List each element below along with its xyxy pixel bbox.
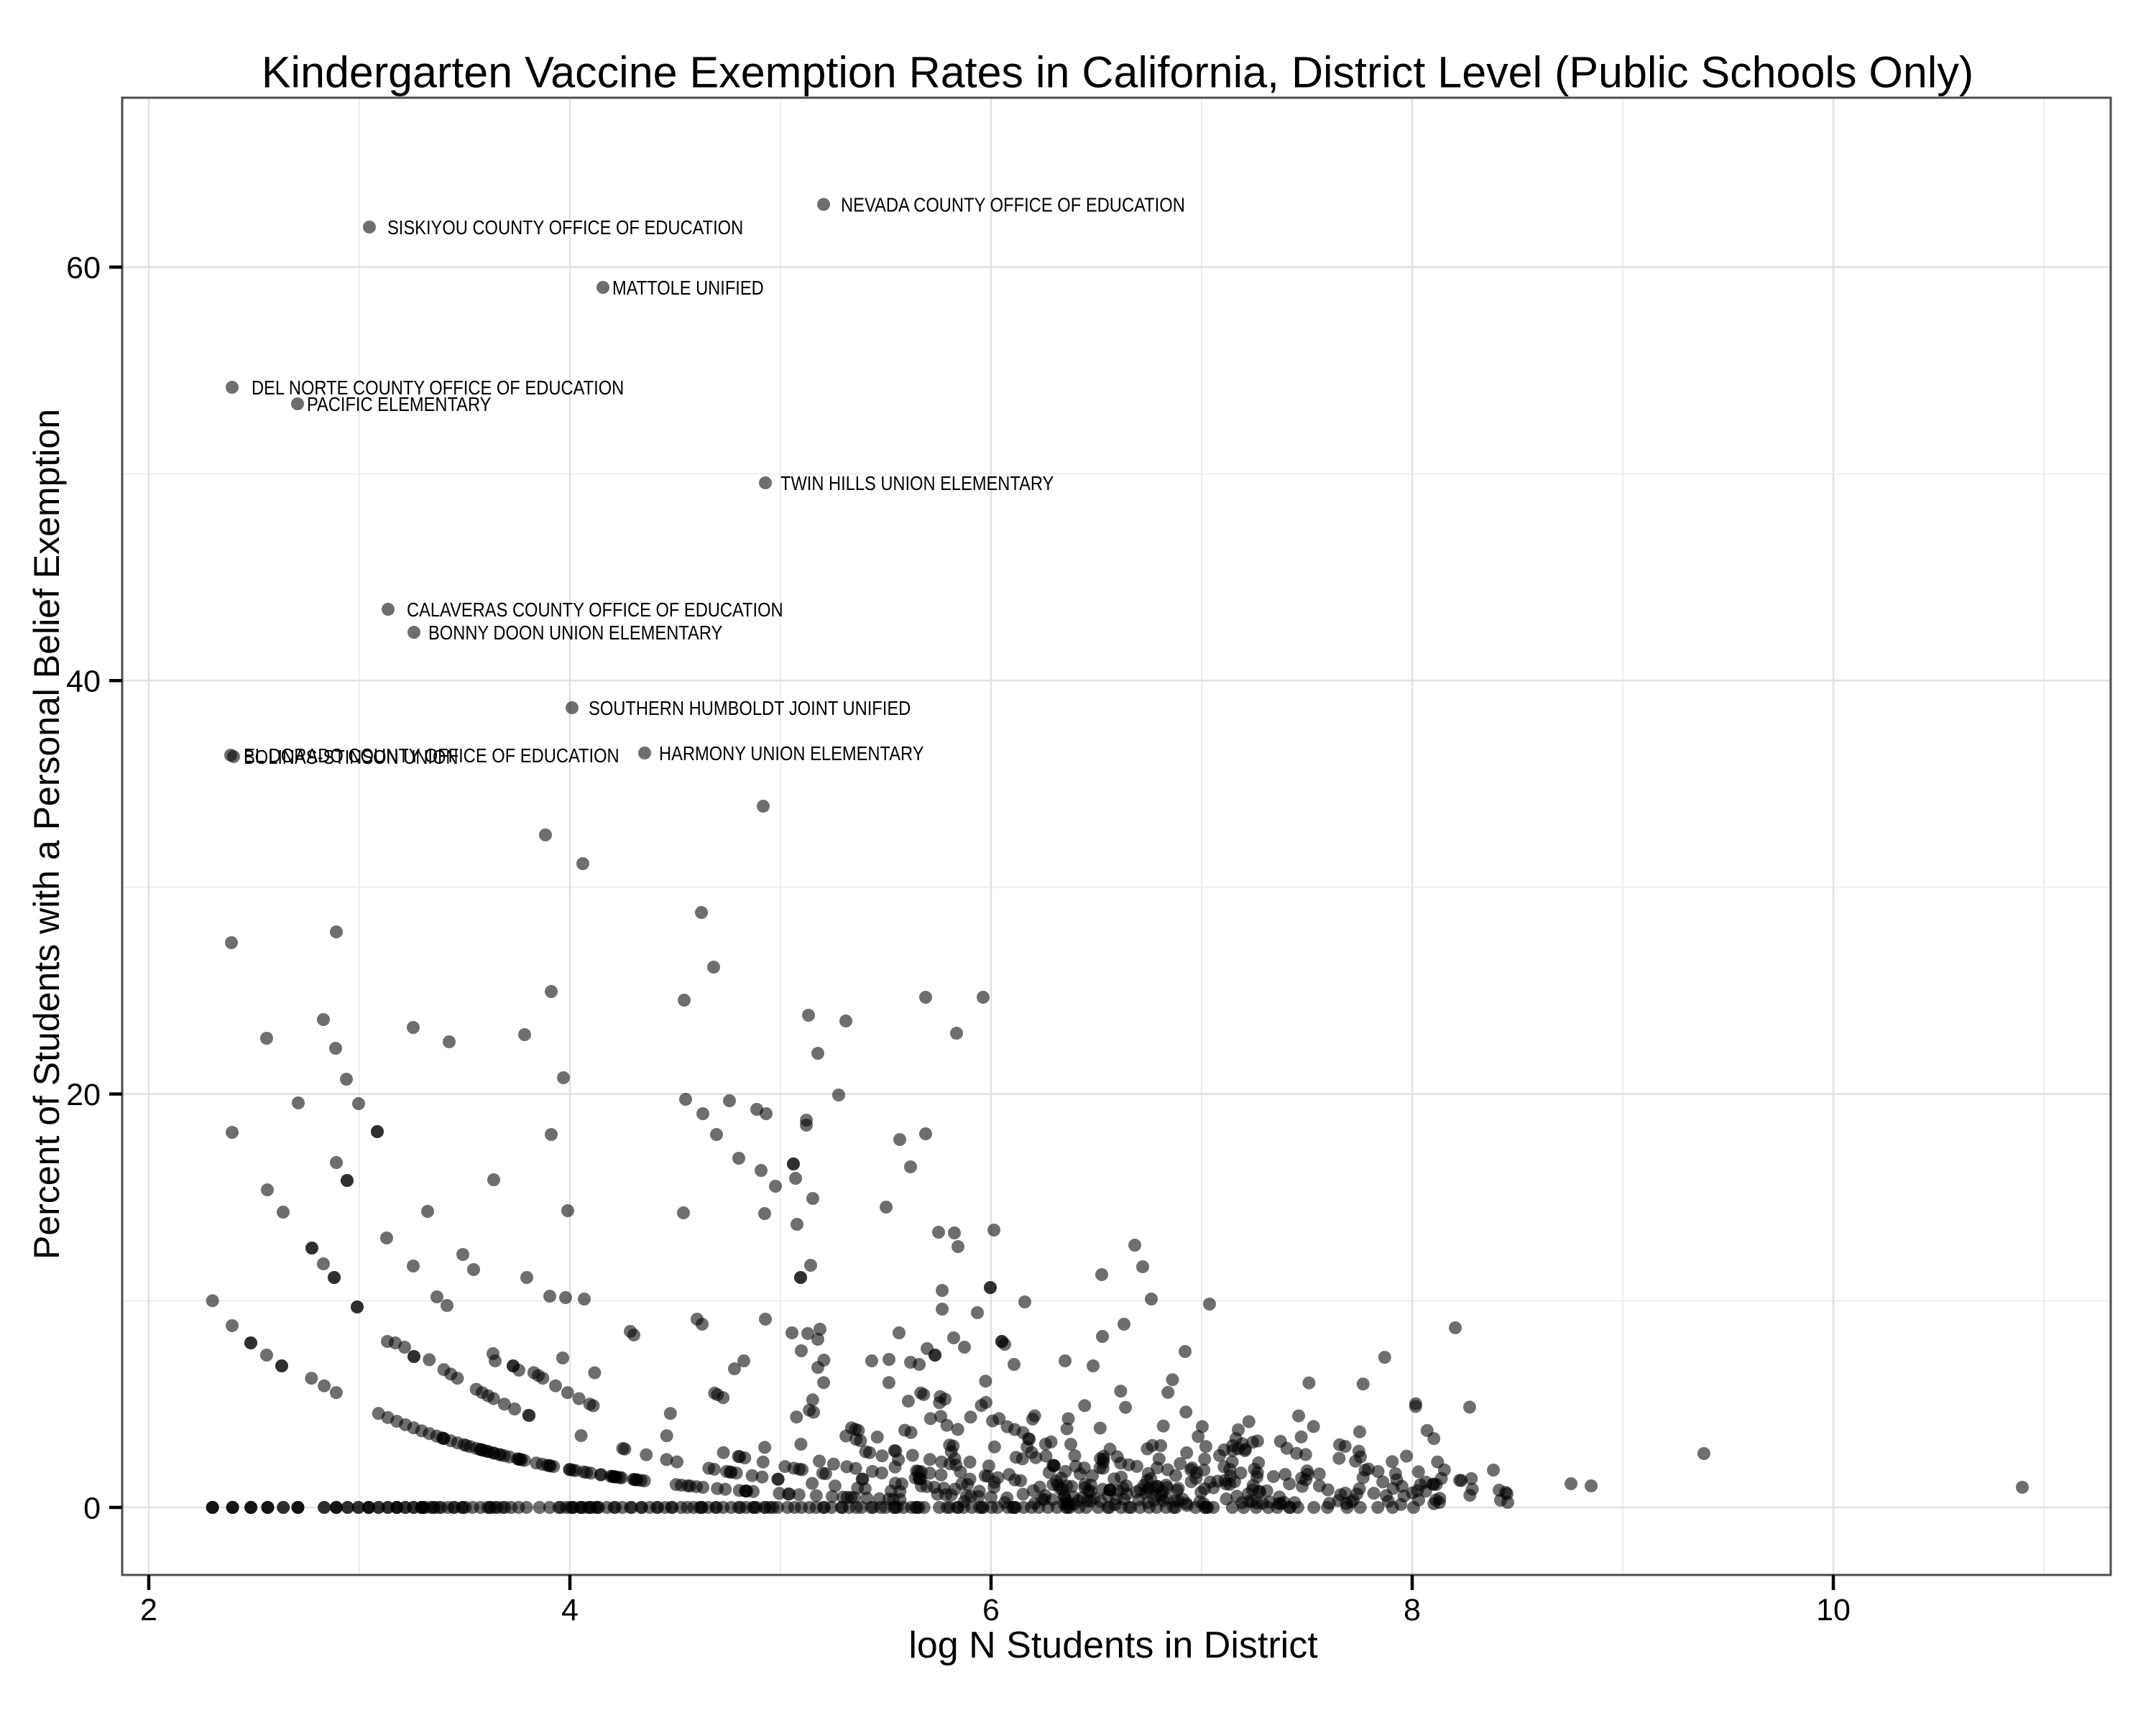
svg-text:BOLINAS-STINSON UNION: BOLINAS-STINSON UNION [244,746,459,768]
svg-text:8: 8 [1404,1593,1421,1627]
svg-text:MATTOLE UNIFIED: MATTOLE UNIFIED [612,277,764,299]
svg-text:NEVADA COUNTY OFFICE OF EDUCAT: NEVADA COUNTY OFFICE OF EDUCATION [841,194,1185,216]
svg-text:SISKIYOU COUNTY OFFICE OF EDUC: SISKIYOU COUNTY OFFICE OF EDUCATION [387,216,743,239]
svg-text:20: 20 [66,1078,101,1112]
svg-text:10: 10 [1816,1593,1851,1627]
svg-text:SOUTHERN HUMBOLDT JOINT UNIFIE: SOUTHERN HUMBOLDT JOINT UNIFIED [589,697,911,719]
svg-text:log N Students in District: log N Students in District [908,1625,1318,1666]
svg-text:0: 0 [83,1491,101,1525]
svg-text:PACIFIC ELEMENTARY: PACIFIC ELEMENTARY [307,393,492,415]
svg-text:6: 6 [982,1593,1000,1627]
svg-text:2: 2 [140,1593,157,1627]
svg-text:4: 4 [561,1593,579,1627]
svg-text:EL DORADO COUNTY OFFICE OF EDU: EL DORADO COUNTY OFFICE OF EDUCATION [244,744,619,767]
svg-text:BONNY DOON UNION ELEMENTARY: BONNY DOON UNION ELEMENTARY [428,622,723,644]
svg-text:DEL NORTE COUNTY OFFICE OF EDU: DEL NORTE COUNTY OFFICE OF EDUCATION [252,376,624,399]
svg-text:40: 40 [66,665,101,699]
svg-text:TWIN HILLS UNION ELEMENTARY: TWIN HILLS UNION ELEMENTARY [780,472,1054,494]
svg-text:HARMONY UNION ELEMENTARY: HARMONY UNION ELEMENTARY [659,742,924,764]
svg-text:60: 60 [66,251,101,285]
svg-text:Percent of Students with a Per: Percent of Students with a Personal Beli… [27,409,67,1260]
svg-text:CALAVERAS COUNTY OFFICE OF EDU: CALAVERAS COUNTY OFFICE OF EDUCATION [407,599,783,621]
svg-text:Kindergarten Vaccine Exemption: Kindergarten Vaccine Exemption Rates in … [262,48,1973,97]
